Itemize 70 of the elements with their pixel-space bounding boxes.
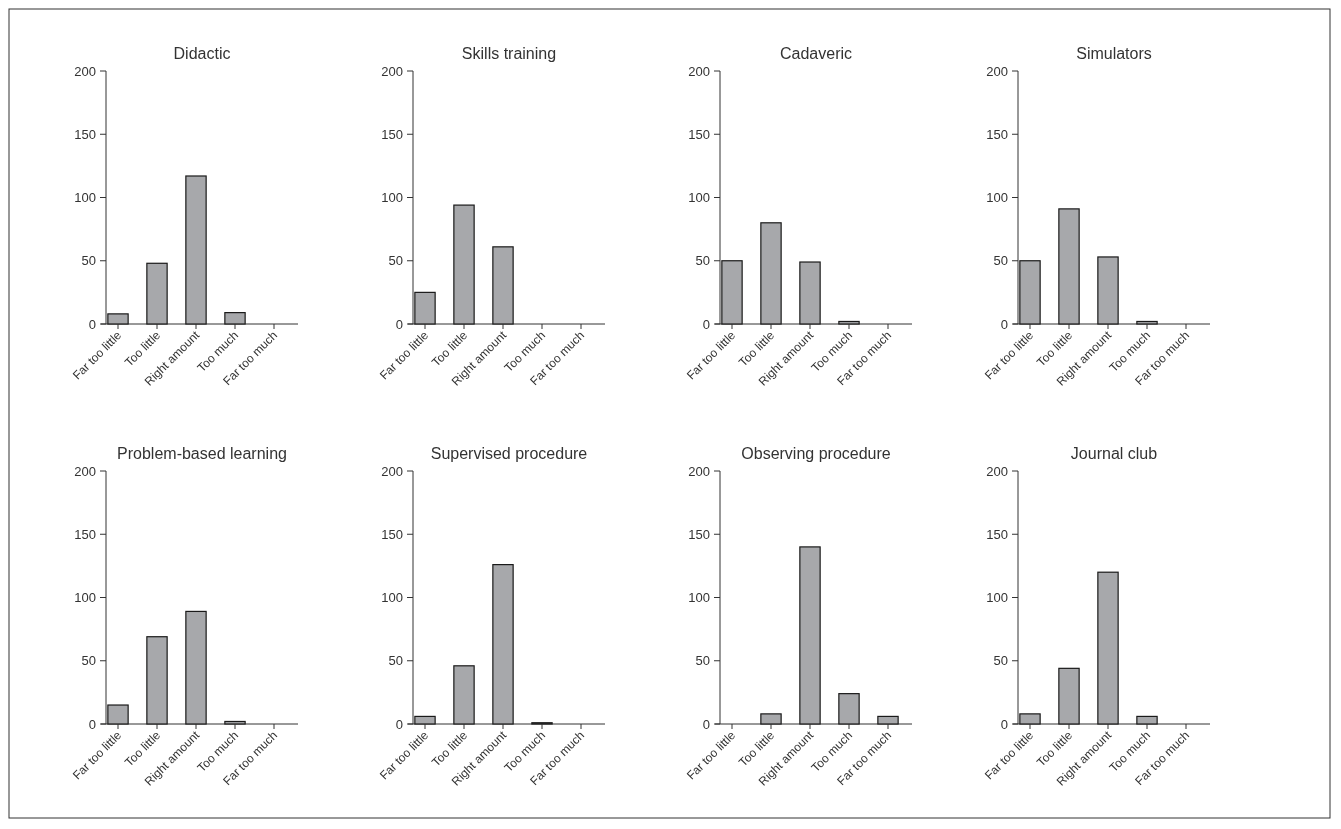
bar <box>1058 667 1080 725</box>
y-tick-label: 50 <box>993 253 1008 269</box>
bar <box>453 204 475 325</box>
bar <box>799 546 821 725</box>
y-tick-label: 50 <box>388 653 403 669</box>
y-tick-label: 150 <box>986 126 1008 142</box>
bar <box>838 320 860 325</box>
y-tick-label: 100 <box>688 190 710 206</box>
bar <box>146 262 168 325</box>
bar <box>877 715 899 725</box>
bar <box>107 313 129 325</box>
y-tick-label: 200 <box>986 63 1008 79</box>
y-tick-label: 150 <box>74 526 96 542</box>
chart-title: Journal club <box>1070 445 1158 462</box>
y-tick-label: 100 <box>74 190 96 206</box>
bar <box>760 222 782 325</box>
y-tick-label: 200 <box>381 63 403 79</box>
bar <box>799 261 821 325</box>
bar <box>1019 260 1041 325</box>
y-tick-label: 200 <box>986 463 1008 479</box>
y-tick-label: 50 <box>695 253 710 269</box>
bar <box>224 720 246 725</box>
y-tick-label: 200 <box>74 463 96 479</box>
y-tick-label: 100 <box>381 190 403 206</box>
bar <box>1097 256 1119 325</box>
y-tick-label: 100 <box>986 190 1008 206</box>
y-tick-label: 50 <box>81 653 96 669</box>
bar <box>492 246 514 325</box>
y-tick-label: 150 <box>74 126 96 142</box>
chart-title: Didactic <box>173 45 231 62</box>
y-tick-label: 100 <box>74 590 96 606</box>
y-tick-label: 50 <box>81 253 96 269</box>
y-tick-label: 150 <box>381 126 403 142</box>
bar <box>185 610 207 725</box>
bar <box>1019 713 1041 725</box>
bar <box>185 175 207 325</box>
y-tick-label: 50 <box>388 253 403 269</box>
bar <box>1058 208 1080 325</box>
bar <box>146 636 168 725</box>
chart-title: Observing procedure <box>741 445 891 462</box>
y-tick-label: 200 <box>688 63 710 79</box>
y-tick-label: 150 <box>986 526 1008 542</box>
y-tick-label: 50 <box>993 653 1008 669</box>
chart-title: Cadaveric <box>779 45 853 62</box>
bar <box>414 715 436 725</box>
bar <box>1097 571 1119 725</box>
y-tick-label: 150 <box>381 526 403 542</box>
chart-title: Problem-based learning <box>117 445 287 462</box>
bar <box>838 693 860 725</box>
y-tick-label: 200 <box>381 463 403 479</box>
y-tick-label: 100 <box>381 590 403 606</box>
bar <box>721 260 743 325</box>
y-tick-label: 100 <box>986 590 1008 606</box>
bar <box>492 564 514 725</box>
y-tick-label: 150 <box>688 526 710 542</box>
y-tick-label: 150 <box>688 126 710 142</box>
chart-title: Skills training <box>461 45 557 62</box>
chart-title: Simulators <box>1076 45 1152 62</box>
y-tick-label: 200 <box>688 463 710 479</box>
bar <box>453 665 475 725</box>
bar <box>414 291 436 325</box>
chart-title: Supervised procedure <box>430 445 588 462</box>
y-tick-label: 200 <box>74 63 96 79</box>
bar <box>760 713 782 725</box>
y-tick-label: 100 <box>688 590 710 606</box>
bar <box>1136 715 1158 725</box>
bar <box>1136 320 1158 325</box>
bar <box>224 312 246 325</box>
y-tick-label: 50 <box>695 653 710 669</box>
bar <box>107 704 129 725</box>
